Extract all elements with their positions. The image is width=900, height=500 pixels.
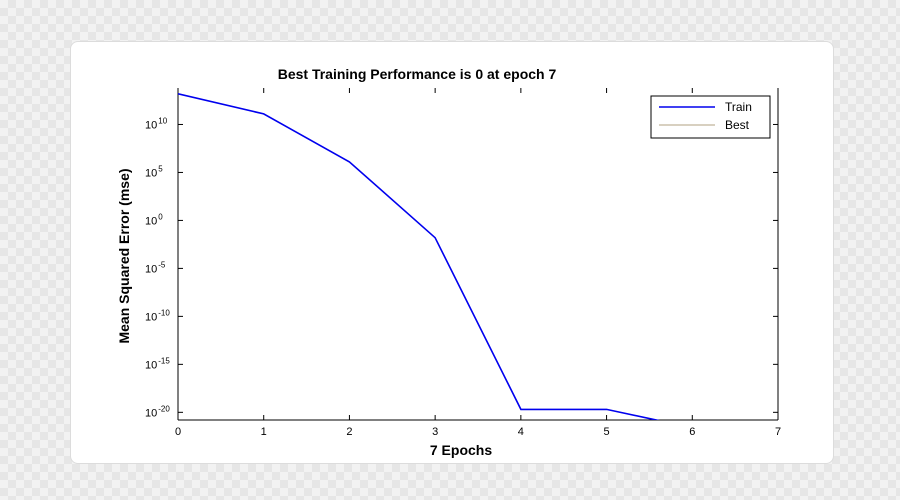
y-tick-label: 100 — [145, 212, 163, 227]
y-tick-base: 10 — [145, 311, 157, 323]
series-line-train — [178, 93, 661, 420]
x-tick-label: 6 — [689, 426, 695, 438]
y-tick-exponent: -10 — [158, 308, 170, 317]
chart-title: Best Training Performance is 0 at epoch … — [278, 66, 557, 82]
y-tick-base: 10 — [145, 263, 157, 275]
y-tick-base: 10 — [145, 359, 157, 371]
y-tick-label: 105 — [145, 164, 163, 179]
legend: Train Best — [650, 95, 771, 139]
y-tick-label: 10-20 — [145, 404, 170, 419]
x-tick-label: 1 — [261, 426, 267, 438]
y-tick-exponent: -15 — [158, 356, 170, 365]
x-tick-label: 5 — [604, 426, 610, 438]
y-tick-exponent: -20 — [158, 404, 170, 413]
y-tick-exponent: 0 — [158, 212, 163, 221]
y-tick-base: 10 — [145, 407, 157, 419]
x-tick-label: 2 — [346, 426, 352, 438]
x-tick-label: 4 — [518, 426, 524, 438]
series-layer — [178, 93, 661, 420]
y-tick-label: 10-5 — [145, 260, 166, 275]
y-tick-exponent: 10 — [158, 116, 167, 125]
y-tick-exponent: -5 — [158, 260, 166, 269]
x-axis-label: 7 Epochs — [430, 442, 492, 458]
y-tick-base: 10 — [145, 215, 157, 227]
y-tick-label: 10-10 — [145, 308, 170, 323]
y-tick-base: 10 — [145, 167, 157, 179]
legend-label-best: Best — [725, 118, 750, 132]
legend-label-train: Train — [725, 100, 752, 114]
x-tick-label: 3 — [432, 426, 438, 438]
x-tick-label: 7 — [775, 426, 781, 438]
y-tick-exponent: 5 — [158, 164, 163, 173]
plot-area — [178, 88, 778, 420]
y-tick-label: 10-15 — [145, 356, 170, 371]
y-axis-label: Mean Squared Error (mse) — [116, 168, 132, 343]
legend-box — [650, 95, 771, 139]
y-tick-base: 10 — [145, 119, 157, 131]
x-tick-label: 0 — [175, 426, 181, 438]
y-tick-label: 1010 — [145, 116, 168, 131]
